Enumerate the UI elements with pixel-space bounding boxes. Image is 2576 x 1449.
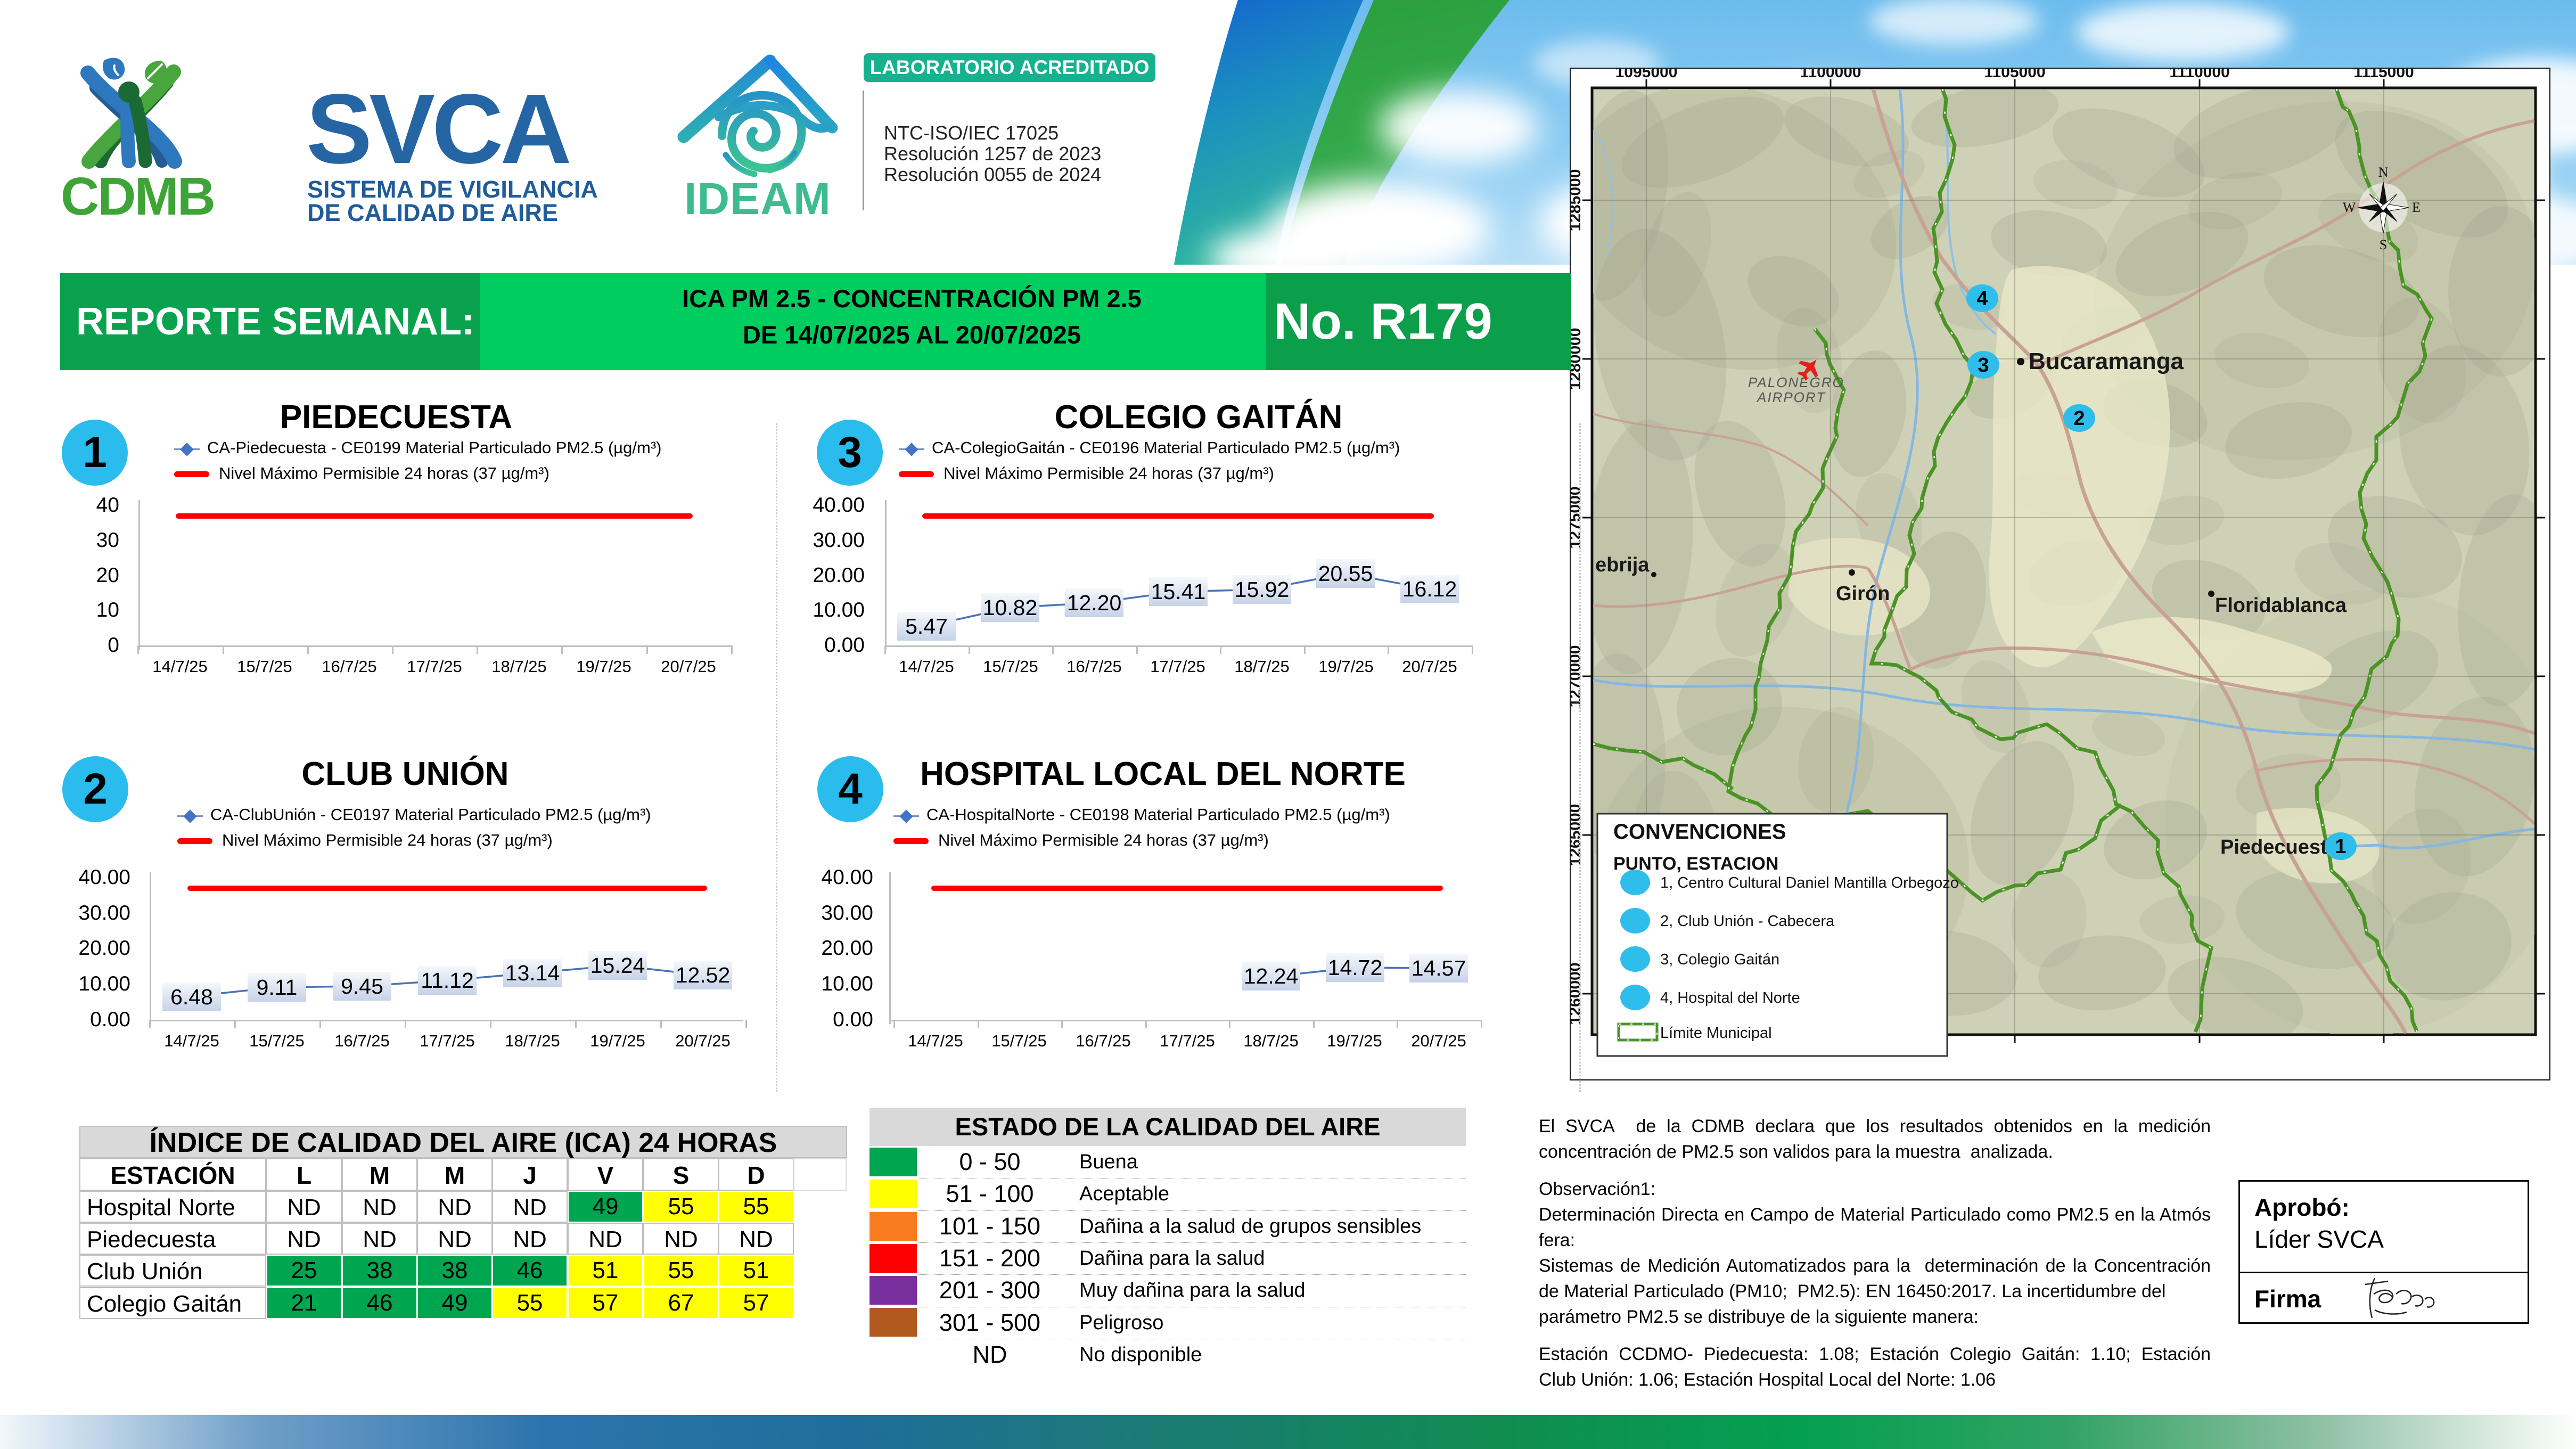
svg-text:1: 1 [2335,836,2346,858]
svg-text:4: 4 [1976,288,1988,310]
svg-text:CONVENCIONES: CONVENCIONES [1613,820,1786,844]
svg-text:S: S [2380,237,2387,252]
svg-text:Floridablanca: Floridablanca [2215,594,2347,617]
svg-text:E: E [2412,200,2421,215]
svg-text:1110000: 1110000 [2169,68,2229,81]
svg-text:1, Centro Cultural Daniel Mant: 1, Centro Cultural Daniel Mantilla Orbeg… [1660,874,1959,891]
svg-text:1285000: 1285000 [1570,169,1584,232]
svg-text:3, Colegio Gaitán: 3, Colegio Gaitán [1660,951,1779,968]
svg-text:4, Hospital del Norte: 4, Hospital del Norte [1660,989,1800,1006]
svg-text:Girón: Girón [1836,583,1890,605]
svg-text:1095000: 1095000 [1615,68,1678,81]
svg-text:PUNTO, ESTACION: PUNTO, ESTACION [1613,854,1778,874]
svg-text:3: 3 [1978,354,1989,376]
svg-text:W: W [2343,200,2356,215]
svg-text:N: N [2378,165,2389,180]
svg-text:1275000: 1275000 [1570,487,1584,549]
svg-text:AIRPORT: AIRPORT [1756,389,1826,405]
svg-text:PALONEGRO: PALONEGRO [1748,374,1844,390]
svg-text:1100000: 1100000 [1800,68,1861,81]
svg-text:2: 2 [2073,407,2085,430]
svg-text:1115000: 1115000 [2353,68,2414,81]
svg-text:1280000: 1280000 [1570,328,1584,390]
svg-text:1260000: 1260000 [1570,963,1584,1025]
svg-text:Piedecuesta: Piedecuesta [2220,836,2339,858]
svg-text:IDEAM: IDEAM [684,174,831,224]
svg-text:2, Club Unión - Cabecera: 2, Club Unión - Cabecera [1660,913,1835,930]
svg-text:ebrija: ebrija [1595,554,1650,576]
svg-text:Bucaramanga: Bucaramanga [2029,348,2184,374]
svg-text:1265000: 1265000 [1570,804,1584,866]
svg-text:CDMB: CDMB [63,167,214,226]
svg-text:1105000: 1105000 [1984,68,2045,81]
svg-text:1270000: 1270000 [1570,645,1584,708]
svg-text:Límite Municipal: Límite Municipal [1660,1025,1772,1042]
